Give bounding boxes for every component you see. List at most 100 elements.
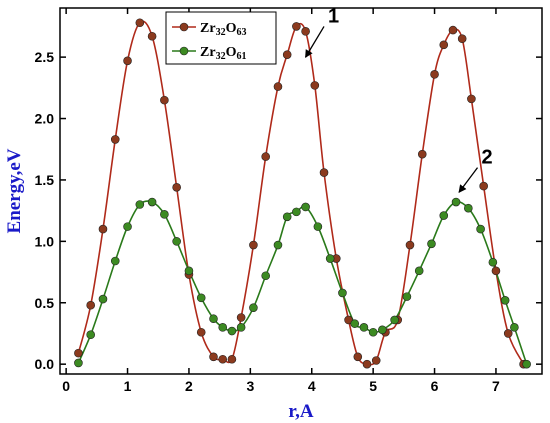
legend-label-part: 32 (216, 27, 226, 38)
y-tick-label: 2.0 (35, 111, 55, 127)
series-2-point (196, 293, 206, 303)
series-2-point (98, 294, 108, 304)
series-1-point (160, 95, 169, 105)
series-1-point (86, 300, 96, 310)
series-2-point (218, 323, 228, 332)
series-2-point (249, 303, 258, 312)
series-2-point (325, 254, 335, 263)
x-tick-label: 6 (431, 378, 439, 394)
legend-label-part: 61 (236, 51, 246, 62)
series-2-point (273, 240, 283, 250)
series-2-point (86, 330, 96, 339)
series-2-point (261, 271, 270, 281)
x-tick-label: 7 (492, 378, 500, 394)
series-1-point (405, 240, 415, 250)
legend-box (165, 11, 277, 65)
legend-marker-2 (179, 46, 189, 56)
legend-label-part: O (226, 21, 237, 36)
series-1-point (123, 56, 132, 66)
annotation-label-1: 1 (328, 5, 339, 27)
legend-label-part: Zr (200, 21, 216, 36)
series-2-point (427, 239, 436, 249)
series-2-point (464, 203, 473, 213)
x-tick-label: 2 (185, 378, 193, 394)
series-1-point (110, 135, 120, 144)
x-tick-label: 0 (62, 378, 70, 394)
series-2-point (227, 326, 237, 336)
series-1-point (196, 327, 206, 337)
series-2-point (209, 314, 218, 324)
series-line-2 (77, 200, 528, 365)
series-1-point (301, 27, 310, 36)
series-1-point (353, 352, 363, 362)
x-axis-label: r,A (288, 401, 313, 422)
series-1-point (135, 18, 145, 28)
series-2-point (236, 323, 246, 332)
series-1-point (457, 34, 467, 44)
series-1-point (467, 94, 476, 104)
series-2-point (172, 237, 181, 246)
annotation-label-2: 2 (482, 147, 493, 169)
series-2-point (522, 359, 531, 369)
series-2-point (147, 197, 157, 207)
series-2-point (160, 210, 169, 219)
series-1-point (209, 352, 218, 362)
series-1-point (491, 266, 501, 276)
legend-label-part: 63 (236, 27, 246, 38)
series-2-point (500, 296, 510, 305)
series-1-point (371, 356, 381, 365)
series-2-point (359, 323, 369, 332)
series-1-point (503, 329, 513, 338)
series-1-point (147, 31, 157, 41)
series-2-point (313, 222, 323, 231)
series-1-point (74, 348, 83, 358)
legend-label-2: Zr32O61 (200, 45, 246, 62)
annotation-arrow-1 (305, 26, 325, 58)
series-2-point (451, 197, 461, 207)
series-1-point (430, 70, 439, 79)
series-1-point (236, 313, 246, 322)
series-2-point (135, 200, 145, 209)
series-1-point (282, 50, 292, 59)
x-tick-label: 3 (246, 378, 254, 394)
series-2-point (390, 315, 399, 325)
series-2-point (184, 266, 194, 276)
series-1-point (273, 82, 283, 91)
series-1-point (319, 168, 329, 177)
annotation-arrow-2 (458, 167, 479, 194)
series-2-point (301, 202, 310, 212)
y-tick-label: 2.5 (35, 49, 55, 65)
series-1-point (362, 359, 372, 369)
series-2-point (414, 266, 424, 276)
series-2-point (123, 222, 132, 231)
y-axis-label: Energy,eV (4, 148, 25, 233)
series-2-point (378, 325, 387, 335)
series-1-point (227, 354, 237, 364)
y-tick-label: 1.5 (35, 172, 55, 188)
series-1-point (479, 181, 488, 191)
y-tick-label: 1.0 (35, 233, 55, 249)
series-2-point (350, 319, 360, 328)
x-tick-label: 1 (124, 378, 132, 394)
series-1-point (310, 81, 320, 90)
series-2-point (402, 292, 412, 301)
x-tick-label: 5 (369, 378, 377, 394)
plot-frame (59, 7, 543, 375)
series-1-point (417, 149, 427, 159)
series-2-point (110, 256, 120, 266)
legend-marker-1 (179, 22, 189, 32)
series-1-point (218, 354, 228, 364)
legend-label-1: Zr32O63 (200, 21, 246, 38)
series-1-point (439, 40, 449, 50)
series-2-point (282, 212, 292, 222)
series-1-point (249, 240, 258, 250)
series-1-point (292, 22, 301, 31)
legend-label-part: 32 (216, 51, 226, 62)
series-1-point (172, 183, 181, 192)
x-tick-label: 4 (308, 378, 316, 394)
series-2-point (74, 358, 83, 368)
series-2-point (338, 288, 347, 298)
series-1-point (261, 152, 270, 161)
